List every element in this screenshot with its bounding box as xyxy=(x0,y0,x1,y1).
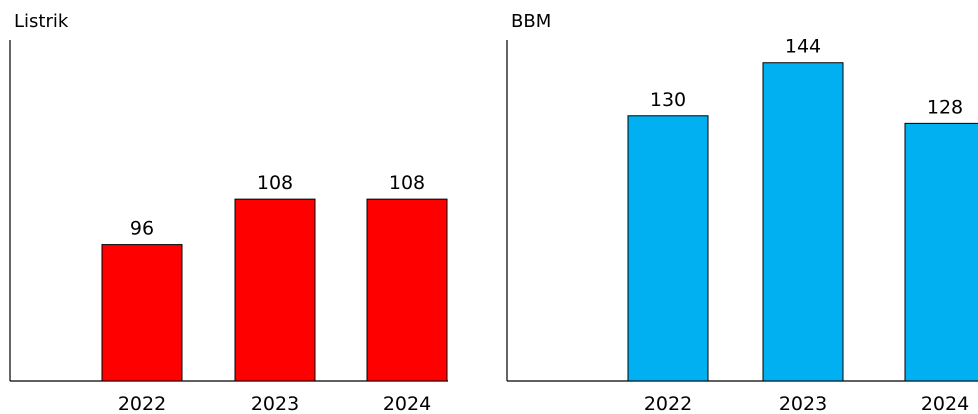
chart-1-data-label-2023: 108 xyxy=(257,172,293,194)
chart-1-x-tick-2023: 2023 xyxy=(251,393,299,414)
chart-1-x-tick-2022: 2022 xyxy=(118,393,166,414)
chart-1-x-tick-2024: 2024 xyxy=(383,393,431,414)
chart-2-bar-2023 xyxy=(762,62,844,382)
chart-2-data-label-2023: 144 xyxy=(785,36,821,58)
chart-2-bar-2022 xyxy=(627,115,709,382)
chart-1-data-label-2022: 96 xyxy=(130,218,154,240)
chart-1-bar-2022 xyxy=(101,244,183,382)
chart-2-x-tick-2024: 2024 xyxy=(921,393,969,414)
chart-1-title: Listrik xyxy=(14,11,69,32)
chart-2-bar-2024 xyxy=(904,122,978,382)
chart-1-bar-2024 xyxy=(366,198,448,382)
chart-2-title: BBM xyxy=(511,11,551,32)
chart-1-data-label-2024: 108 xyxy=(389,172,425,194)
chart-2-data-label-2024: 128 xyxy=(927,96,963,118)
chart-1-bar-2023 xyxy=(234,198,316,382)
chart-2-x-tick-2023: 2023 xyxy=(779,393,827,414)
chart-2-data-label-2022: 130 xyxy=(650,89,686,111)
chart-2-x-tick-2022: 2022 xyxy=(644,393,692,414)
